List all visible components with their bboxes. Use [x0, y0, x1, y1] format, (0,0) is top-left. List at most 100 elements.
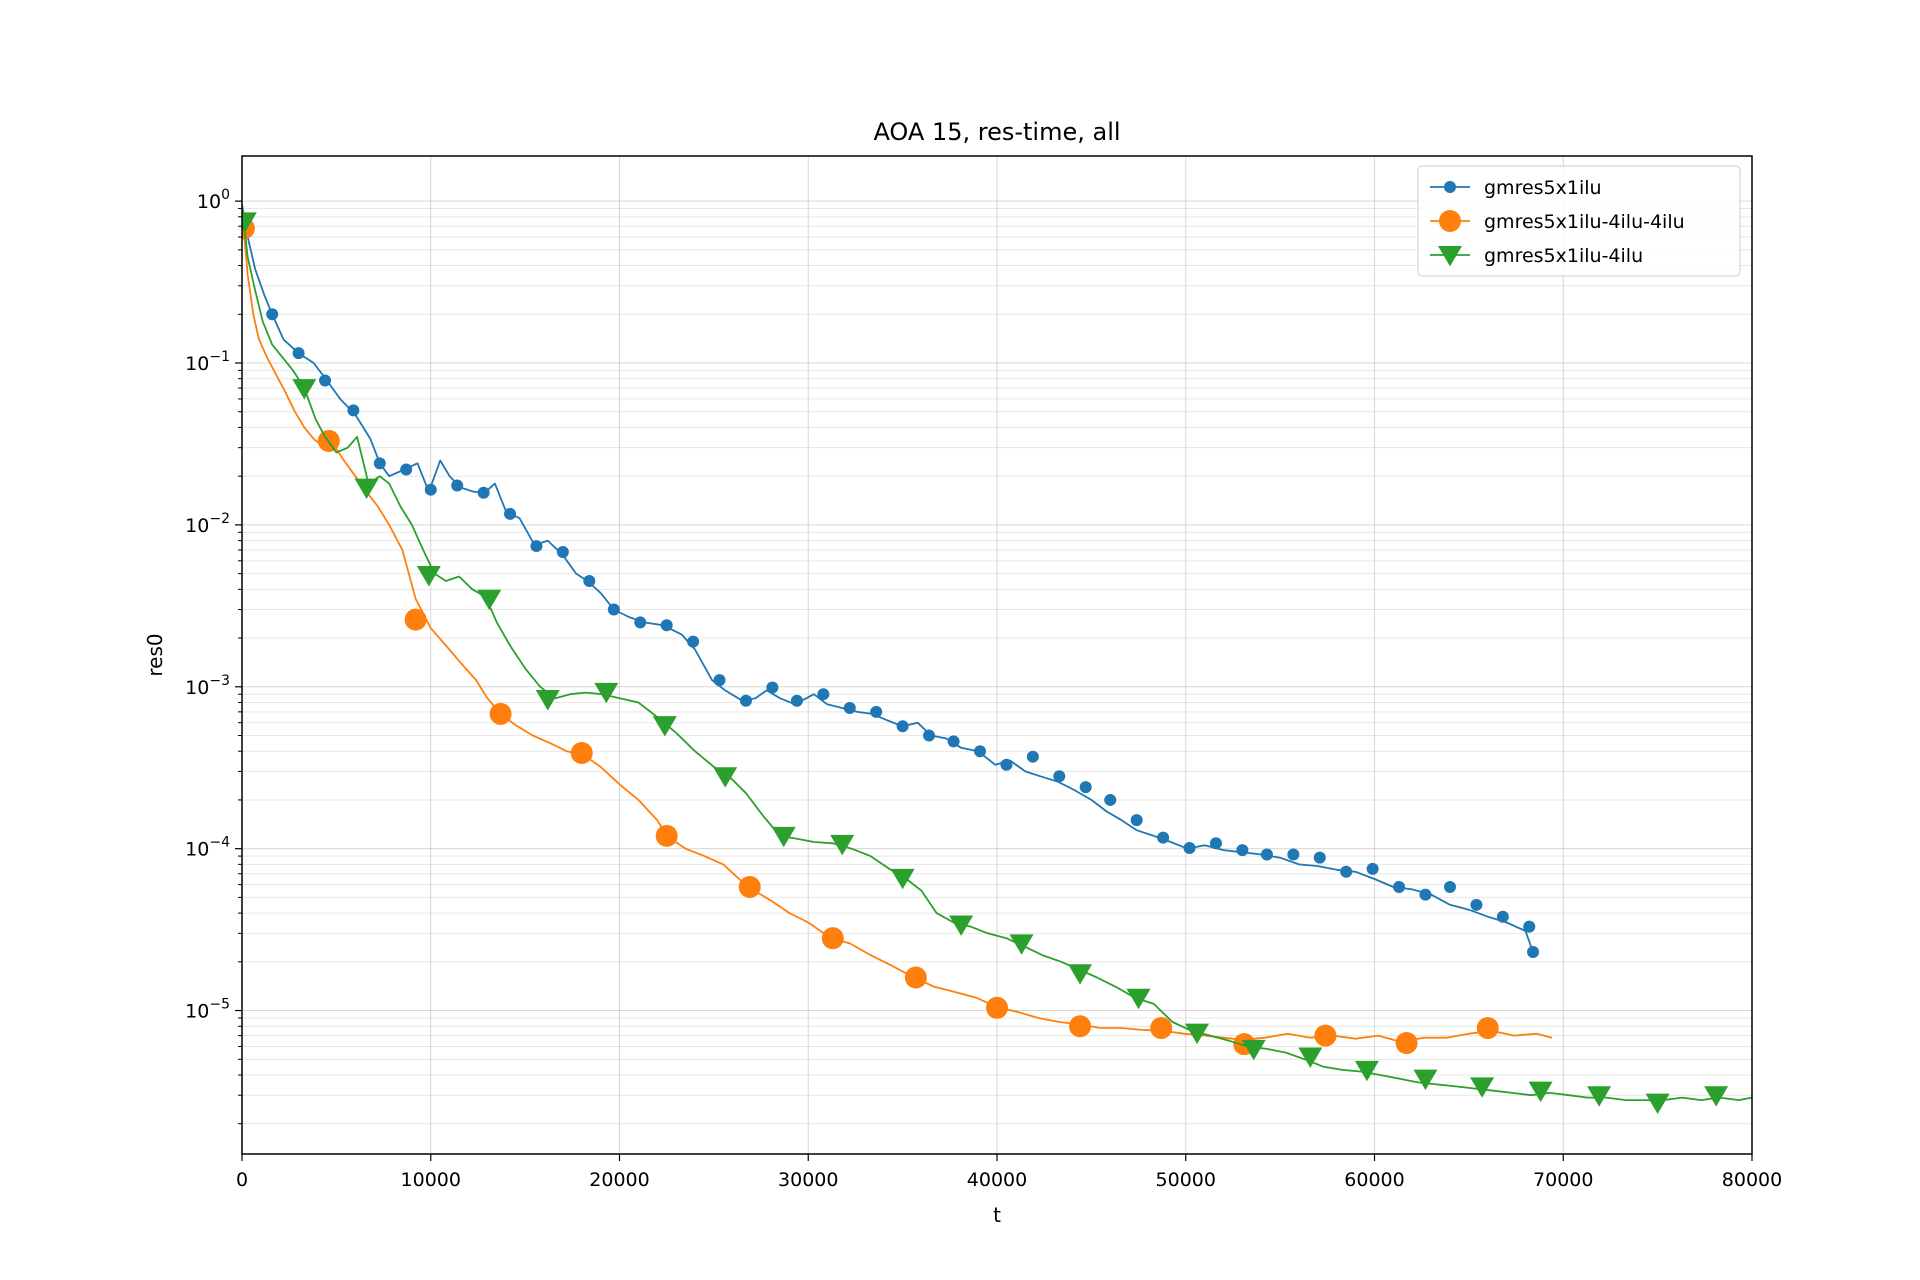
legend-swatch-marker	[1439, 210, 1461, 232]
data-point	[1209, 837, 1222, 850]
legend-label: gmres5x1ilu-4ilu-4ilu	[1484, 211, 1685, 233]
data-point	[1314, 1024, 1337, 1047]
legend-item: gmres5x1ilu-4ilu-4ilu	[1430, 210, 1685, 233]
data-point	[986, 996, 1008, 1019]
chart-title: AOA 15, res-time, all	[873, 118, 1120, 146]
data-point	[890, 868, 915, 890]
data-point	[1476, 1017, 1499, 1040]
data-point	[766, 681, 779, 694]
legend-swatch-marker	[1444, 181, 1456, 193]
y-axis: 100 10−1 10−2 10−3 10−4 10−5	[185, 187, 242, 1125]
y-tick-label: 10−4	[185, 835, 230, 861]
data-point	[266, 308, 279, 321]
data-point	[1150, 1017, 1173, 1040]
data-point	[830, 834, 855, 856]
data-point	[1000, 758, 1013, 771]
data-point	[530, 540, 543, 553]
data-point	[1009, 934, 1034, 955]
data-point	[923, 729, 936, 742]
data-point	[1185, 1023, 1210, 1045]
data-point	[292, 379, 317, 400]
data-point	[1068, 964, 1093, 985]
data-point	[1496, 910, 1509, 923]
data-point	[477, 486, 490, 499]
data-point	[634, 616, 647, 629]
data-point	[489, 702, 512, 725]
legend-swatch-marker	[1438, 246, 1462, 267]
data-point	[556, 546, 569, 559]
data-point	[1587, 1086, 1612, 1107]
data-point	[1470, 1077, 1495, 1098]
y-tick-label: 10−3	[185, 673, 230, 699]
data-point	[1395, 1032, 1418, 1055]
legend-item: gmres5x1ilu-4ilu	[1430, 245, 1643, 267]
data-point	[738, 875, 761, 898]
data-point	[373, 457, 386, 470]
data-point	[1354, 1060, 1379, 1082]
data-point	[1104, 793, 1117, 806]
y-tick-label: 10−1	[185, 349, 230, 375]
data-point	[1026, 750, 1039, 763]
data-point	[1183, 841, 1196, 854]
data-point	[652, 716, 677, 737]
x-tick-label: 30000	[778, 1169, 838, 1191]
x-tick-label: 40000	[967, 1169, 1027, 1191]
data-point	[535, 690, 560, 711]
data-point	[817, 688, 830, 701]
legend-label: gmres5x1ilu	[1484, 177, 1602, 199]
data-point	[1079, 781, 1092, 794]
series-1	[242, 204, 1540, 959]
data-point	[1241, 1039, 1266, 1061]
x-tick-label: 60000	[1344, 1169, 1404, 1191]
data-point	[739, 694, 752, 707]
data-point	[242, 212, 257, 233]
data-point	[904, 966, 927, 989]
data-point	[1528, 1081, 1553, 1103]
data-point	[607, 603, 620, 616]
legend: gmres5x1ilu gmres5x1ilu-4ilu-4ilu gmres5x1…	[1417, 165, 1741, 277]
data-point	[1260, 848, 1273, 861]
data-point	[713, 767, 738, 788]
data-point	[1126, 988, 1151, 1010]
data-point	[1419, 888, 1432, 901]
data-point	[424, 483, 437, 496]
x-tick-label: 10000	[401, 1169, 461, 1191]
x-tick-label: 0	[236, 1169, 248, 1191]
data-point	[713, 674, 726, 687]
x-tick-label: 20000	[589, 1169, 649, 1191]
data-point	[896, 720, 909, 733]
data-point	[947, 735, 960, 748]
data-point	[292, 347, 305, 360]
data-point	[1393, 880, 1406, 893]
data-point	[1069, 1015, 1092, 1038]
y-tick-label: 100	[197, 187, 230, 213]
data-point	[1366, 862, 1379, 875]
data-point	[1236, 844, 1249, 857]
data-point	[347, 404, 360, 417]
series-layer	[242, 204, 1752, 1115]
series-2	[242, 208, 1553, 1056]
legend-item: gmres5x1ilu	[1430, 177, 1602, 199]
data-point	[451, 479, 464, 492]
data-point	[870, 705, 883, 718]
data-point	[404, 608, 427, 631]
series-3	[242, 206, 1752, 1115]
data-point	[1340, 865, 1353, 878]
data-point	[655, 824, 678, 847]
data-point	[1287, 848, 1300, 861]
legend-box	[1417, 165, 1741, 277]
x-axis: 0 10000 20000 30000 40000 50000 60000 70000 8000…	[236, 1154, 1782, 1191]
data-point	[400, 463, 413, 476]
legend-label: gmres5x1ilu-4ilu	[1484, 245, 1643, 267]
data-point	[790, 694, 803, 707]
x-tick-label: 50000	[1156, 1169, 1216, 1191]
data-point	[1130, 814, 1143, 827]
data-point	[949, 915, 974, 936]
data-point	[687, 635, 700, 648]
data-point	[354, 478, 379, 499]
data-point	[570, 741, 593, 764]
data-point	[974, 745, 987, 758]
data-point	[1704, 1086, 1729, 1107]
data-point	[1470, 898, 1483, 911]
data-point	[1645, 1093, 1670, 1115]
